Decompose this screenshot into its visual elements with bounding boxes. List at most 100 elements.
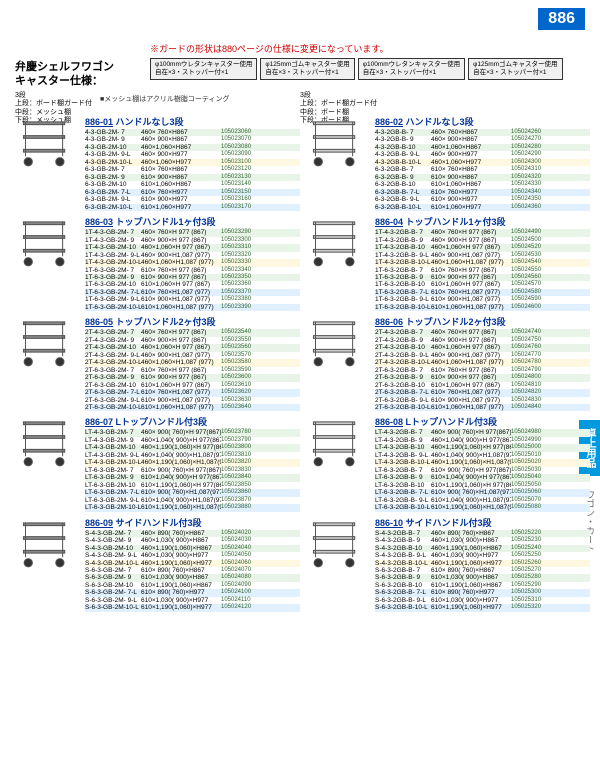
product-code: 105025270: [511, 567, 551, 574]
product-code: 105024050: [221, 552, 261, 559]
dimensions: 460× 760×H 977 (867): [431, 229, 511, 236]
product-row: S-6-3-GB-2M- 7-L610× 890( 760)×H97710502…: [85, 589, 300, 596]
product-row: LT-4-3-2GB-B-10460×1,190(1,060)×H 977(86…: [375, 444, 590, 451]
dimensions: 460×1,190(1,060)×H977: [141, 560, 221, 567]
product-row: S-6-3-2GB-B- 9-L610×1,030( 900)×H9771050…: [375, 597, 590, 604]
dimensions: 460×1,190(1,060)×H1,087(977): [431, 459, 511, 466]
model-code: LT-6-3-2GB-B- 9-L: [375, 497, 431, 504]
section-title: 886-09 サイドハンドル付3段: [85, 516, 300, 529]
product-row: S-4-3-2GB-B- 7460× 890( 760)×H8671050252…: [375, 530, 590, 537]
dimensions: 610× 760×H 977 (867): [141, 367, 221, 374]
dimensions: 610×1,060×H1,087 (977): [141, 304, 221, 311]
model-code: 1T-4-3-GB-2M- 7: [85, 229, 141, 236]
product-row: 1T-6-3-GB-2M- 9-L610× 900×H1,087 (977)10…: [85, 296, 300, 303]
product-code: 105023780: [221, 429, 261, 436]
dimensions: 610×1,060×H1,087 (977): [141, 404, 221, 411]
title-line1: 弁慶シェルフワゴン: [15, 60, 114, 74]
product-code: 105023840: [221, 474, 261, 481]
model-code: S-4-3-2GB-B-10: [375, 545, 431, 552]
product-code: 105025080: [511, 504, 551, 511]
dimensions: 610× 900×H867: [141, 174, 221, 181]
model-code: S-6-3-GB-2M- 9: [85, 574, 141, 581]
model-code: 2T-4-3-2GB-B- 9: [375, 337, 431, 344]
product-code: 105023580: [221, 359, 261, 366]
product-row: LT-6-3-GB-2M- 9-L610×1,040( 900)×H1,087(…: [85, 497, 300, 504]
product-row: LT-6-3-2GB-B- 9610×1,040( 900)×H 977(867…: [375, 474, 590, 481]
model-code: 1T-6-3-GB-2M- 9-L: [85, 296, 141, 303]
product-code: 105023870: [221, 497, 261, 504]
product-row: 4-3-GB-2M-10-L460×1,060×H977105023100: [85, 159, 300, 166]
product-code: 105023160: [221, 196, 261, 203]
section-title: 886-08 Lトップハンドル付3段: [375, 415, 590, 428]
product-code: 105024800: [511, 374, 551, 381]
product-row: 2T-6-3-GB-2M- 9610× 900×H 977 (867)10502…: [85, 374, 300, 381]
dimensions: 460× 760×H867: [431, 129, 511, 136]
product-code: 105023140: [221, 181, 261, 188]
product-row: 4-3-2GB-B- 7460× 760×H867105024260: [375, 129, 590, 136]
model-code: 6-3-GB-2M- 7-L: [85, 189, 141, 196]
model-code: 6-3-GB-2M-10: [85, 181, 141, 188]
dimensions: 610×1,190(1,060)×H867: [141, 582, 221, 589]
product-code: 105024070: [221, 567, 261, 574]
product-code: 105023120: [221, 166, 261, 173]
model-code: LT-6-3-GB-2M- 7-L: [85, 489, 141, 496]
dimensions: 460×1,060×H867: [141, 144, 221, 151]
mesh-note: ■メッシュ棚はアクリル樹脂コーティング: [100, 94, 229, 104]
product-code: 105024790: [511, 367, 551, 374]
product-row: 6-3-GB-2M- 7-L610× 760×H977105023150: [85, 189, 300, 196]
cart-illustration: [300, 215, 375, 270]
product-row: LT-6-3-2GB-B-10-L610×1,190(1,060)×H1,087…: [375, 504, 590, 511]
model-code: 6-3-2GB-B- 7-L: [375, 189, 431, 196]
dimensions: 610× 760×H 977 (867): [431, 267, 511, 274]
dimensions: 460×1,190(1,060)×H 977(867): [141, 444, 221, 451]
product-code: 105024530: [511, 252, 551, 259]
model-code: LT-4-3-2GB-B- 9: [375, 437, 431, 444]
cart-illustration: [10, 215, 85, 270]
product-row: LT-4-3-2GB-B- 9460×1,040( 900)×H 977(867…: [375, 437, 590, 444]
product-code: 105023370: [221, 289, 261, 296]
product-title: 弁慶シェルフワゴン キャスター仕様：: [15, 60, 114, 89]
product-code: 105023090: [221, 151, 261, 158]
model-code: S-4-3-GB-2M- 9-L: [85, 552, 141, 559]
product-code: 105024550: [511, 267, 551, 274]
product-block: 886-07 Lトップハンドル付3段LT-4-3-GB-2M- 7460× 90…: [85, 415, 300, 511]
product-code: 105024100: [221, 589, 261, 596]
model-code: S-4-3-2GB-B- 9-L: [375, 552, 431, 559]
product-code: 105025010: [511, 452, 551, 459]
model-code: 2T-4-3-GB-2M- 9-L: [85, 352, 141, 359]
model-code: 4-3-GB-2M- 9-L: [85, 151, 141, 158]
model-code: LT-4-3-2GB-B- 7: [375, 429, 431, 436]
dimensions: 460×1,060×H 977 (867): [141, 244, 221, 251]
section-title: 886-02 ハンドルなし3段: [375, 115, 590, 128]
product-row: LT-6-3-2GB-B- 7610× 900( 760)×H 977(867)…: [375, 467, 590, 474]
dimensions: 610× 760×H867: [141, 166, 221, 173]
caster-spec-box: φ125mmゴムキャスター使用自在×3・ストッパー付×1: [468, 58, 562, 80]
product-row: 1T-6-3-GB-2M- 9610× 900×H 977 (867)10502…: [85, 274, 300, 281]
product-row: 1T-6-3-2GB-B- 9610× 900×H 977 (867)10502…: [375, 274, 590, 281]
product-row: 6-3-2GB-B- 7610× 760×H867105024310: [375, 166, 590, 173]
model-code: S-6-3-2GB-B- 7-L: [375, 589, 431, 596]
product-code: 105023340: [221, 267, 261, 274]
dimensions: 460×1,040( 900)×H1,087(977): [431, 452, 511, 459]
product-code: 105024570: [511, 281, 551, 288]
product-row: 2T-6-3-GB-2M- 7610× 760×H 977 (867)10502…: [85, 367, 300, 374]
product-row: S-4-3-GB-2M-10-L460×1,190(1,060)×H977105…: [85, 560, 300, 567]
model-code: 2T-4-3-2GB-B-10: [375, 344, 431, 351]
product-code: 105025260: [511, 560, 551, 567]
dimensions: 610×1,060×H 977 (867): [141, 382, 221, 389]
model-code: 6-3-2GB-B-10: [375, 181, 431, 188]
product-code: 105023640: [221, 404, 261, 411]
product-block: 886-02 ハンドルなし3段4-3-2GB-B- 7460× 760×H867…: [375, 115, 590, 211]
model-code: 1T-4-3-2GB-B- 9: [375, 237, 431, 244]
product-code: 105024770: [511, 352, 551, 359]
product-row: S-6-3-2GB-B- 7610× 890( 760)×H8671050252…: [375, 567, 590, 574]
model-code: LT-6-3-2GB-B- 7-L: [375, 489, 431, 496]
product-row: 6-3-GB-2M- 9610× 900×H867105023130: [85, 174, 300, 181]
model-code: 1T-4-3-2GB-B- 9-L: [375, 252, 431, 259]
model-code: 2T-6-3-2GB-B- 7: [375, 367, 431, 374]
product-code: 105024840: [511, 404, 551, 411]
dimensions: 460×1,190(1,060)×H977: [431, 560, 511, 567]
product-row: 2T-4-3-2GB-B-10460×1,060×H 977 (867)1050…: [375, 344, 590, 351]
model-code: 2T-4-3-GB-2M- 9: [85, 337, 141, 344]
dimensions: 460× 760×H 977 (867): [141, 329, 221, 336]
